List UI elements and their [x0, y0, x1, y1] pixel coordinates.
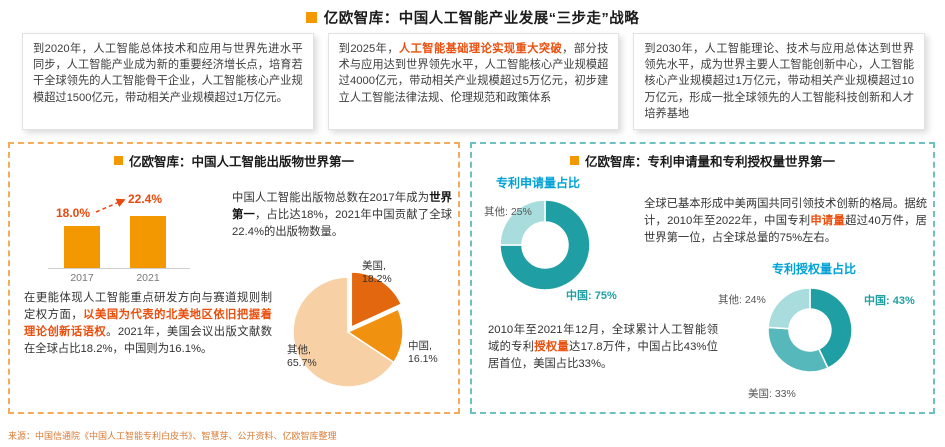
step-box-2020: 到2020年，人工智能总体技术和应用与世界先进水平同步，人工智能产业成为新的重要… [22, 33, 314, 131]
donut2-label-other: 其他: 24% [718, 294, 766, 306]
source-note: 来源：中国信通院《中国人工智能专利白皮书》、智慧芽、公开资料、亿欧智库整理 [8, 431, 337, 441]
patents-title-text: 亿欧智库：专利申请量和专利授权量世界第一 [584, 155, 835, 169]
pat-p1-post: 超过40万件，居世界第一位，占全球总量的75%左右。 [644, 214, 927, 244]
pie-label-china-value: 16.1% [408, 353, 438, 366]
pat-p2-highlight: 授权量 [534, 340, 569, 353]
bar-year-2021: 2021 [136, 272, 160, 284]
pie-chart [292, 271, 404, 388]
pie-label-usa: 美国, 18.2% [362, 260, 392, 286]
donut1-slice-china [499, 199, 591, 291]
donut1-label-other: 其他: 25% [484, 206, 532, 218]
step-2030-text: 到2030年，人工智能理论、技术与应用总体达到世界领先水平，成为世界主要人工智能… [644, 43, 915, 120]
publications-paragraph-2: 在更能体现人工智能重点研发方向与赛道规则制定权方面，以美国为代表的北美地区依旧把… [24, 290, 272, 358]
publications-title-text: 亿欧智库：中国人工智能出版物世界第一 [128, 155, 354, 169]
bar-value-2017: 18.0% [56, 206, 91, 220]
step-2025-text-post: ，部分技术与应用达到世界领先水平，人工智能核心产业规模超过4000亿元，带动相关… [338, 43, 609, 104]
donut-chart-applications [499, 199, 591, 291]
pie-label-china: 中国, 16.1% [408, 340, 438, 366]
bar-2021 [130, 216, 166, 268]
pat-p1-highlight: 申请量 [810, 214, 846, 227]
donut2-slice-china [809, 287, 853, 369]
pie-label-china-name: 中国, [408, 340, 432, 352]
step-2020-text: 到2020年，人工智能总体技术和应用与世界先进水平同步，人工智能产业成为新的重要… [33, 43, 303, 104]
pat-p2-pre: 2010年至2021年12月，全球累计人工智能领域的专利 [488, 324, 718, 353]
title-bullet-icon [113, 156, 123, 165]
publications-paragraph-1: 中国人工智能出版物总数在2017年成为世界第一，占比达18%，2021年中国贡献… [232, 190, 452, 241]
pub-p2-highlight: 以美国为代表的北美地区依旧把握着理论创新话语权 [24, 308, 272, 338]
page-title: 亿欧智库：中国人工智能产业发展“三步走”战略 [323, 11, 640, 27]
patents-paragraph-1: 全球已基本形成中美两国共同引领技术创新的格局。据统计，2010年至2022年，中… [644, 196, 927, 247]
growth-arrow-icon [95, 198, 126, 213]
patents-panel-title: 亿欧智库：专利申请量和专利授权量世界第一 [472, 151, 933, 170]
donut2-label-china: 中国: 43% [864, 295, 915, 307]
pie-label-usa-name: 美国, [362, 260, 386, 272]
pub-p1-bold: 世界第一 [232, 192, 452, 221]
pie-label-other-name: 其他, [287, 344, 311, 356]
pie-label-other: 其他, 65.7% [287, 344, 317, 370]
patents-panel: 亿欧智库：专利申请量和专利授权量世界第一 专利申请量占比 其他: 25% 中国:… [470, 142, 935, 414]
pie-slice-usa [350, 271, 403, 329]
step-2025-highlight: 人工智能基础理论实现重大突破 [399, 43, 563, 55]
x-axis [48, 268, 190, 269]
pie-label-other-value: 65.7% [287, 357, 317, 370]
pat-p1-pre: 全球已基本形成中美两国共同引领技术创新的格局。据统计，2010年至2022年，中… [644, 198, 927, 227]
bar-year-2017: 2017 [70, 272, 94, 284]
donut-chart-grants [767, 287, 853, 373]
pub-p2-post: 。2021年，美国会议出版文献数在全球占比18.2%，中国则为16.1%。 [24, 325, 272, 355]
pub-p1-pre: 中国人工智能出版物总数在2017年成为 [232, 192, 430, 204]
step-box-2025: 到2025年，人工智能基础理论实现重大突破，部分技术与应用达到世界领先水平，人工… [327, 33, 620, 131]
pub-p1-post: ，占比达18%，2021年中国贡献了全球22.4%的出版物数量。 [232, 208, 452, 238]
publications-panel-title: 亿欧智库：中国人工智能出版物世界第一 [10, 151, 458, 170]
donut1-label-china: 中国: 75% [566, 290, 617, 302]
grants-donut-title: 专利授权量占比 [772, 262, 857, 276]
title-bullet-icon [305, 12, 317, 23]
publications-panel: 亿欧智库：中国人工智能出版物世界第一 18.0% 22.4% 2017 2021… [8, 142, 460, 414]
donut2-slice-usa [767, 326, 829, 373]
pie-slice-china [346, 308, 404, 364]
pie-slice-other [292, 276, 395, 388]
donut2-label-usa: 美国: 33% [748, 388, 796, 400]
step-2025-text-pre: 到2025年， [338, 43, 399, 55]
applications-donut-title: 专利申请量占比 [496, 176, 581, 190]
pat-p2-post: 达17.8万件，中国占比43%位居首位，美国占比33%。 [488, 340, 718, 370]
donut1-slice-other [499, 199, 546, 246]
bar-2017 [64, 226, 100, 268]
pub-p2-pre: 在更能体现人工智能重点研发方向与赛道规则制定权方面， [24, 292, 272, 321]
bar-chart: 18.0% 22.4% 2017 2021 [44, 184, 224, 294]
bar-value-2021: 22.4% [128, 192, 163, 206]
title-bullet-icon [569, 156, 579, 165]
pie-label-usa-value: 18.2% [362, 273, 392, 286]
patents-paragraph-2: 2010年至2021年12月，全球累计人工智能领域的专利授权量达17.8万件，中… [488, 322, 718, 373]
three-step-strategy: 到2020年，人工智能总体技术和应用与世界先进水平同步，人工智能产业成为新的重要… [22, 33, 926, 131]
page-header: 亿欧智库：中国人工智能产业发展“三步走”战略 [0, 7, 945, 28]
donut2-slice-other [767, 287, 811, 330]
step-box-2030: 到2030年，人工智能理论、技术与应用总体达到世界领先水平，成为世界主要人工智能… [633, 33, 926, 131]
